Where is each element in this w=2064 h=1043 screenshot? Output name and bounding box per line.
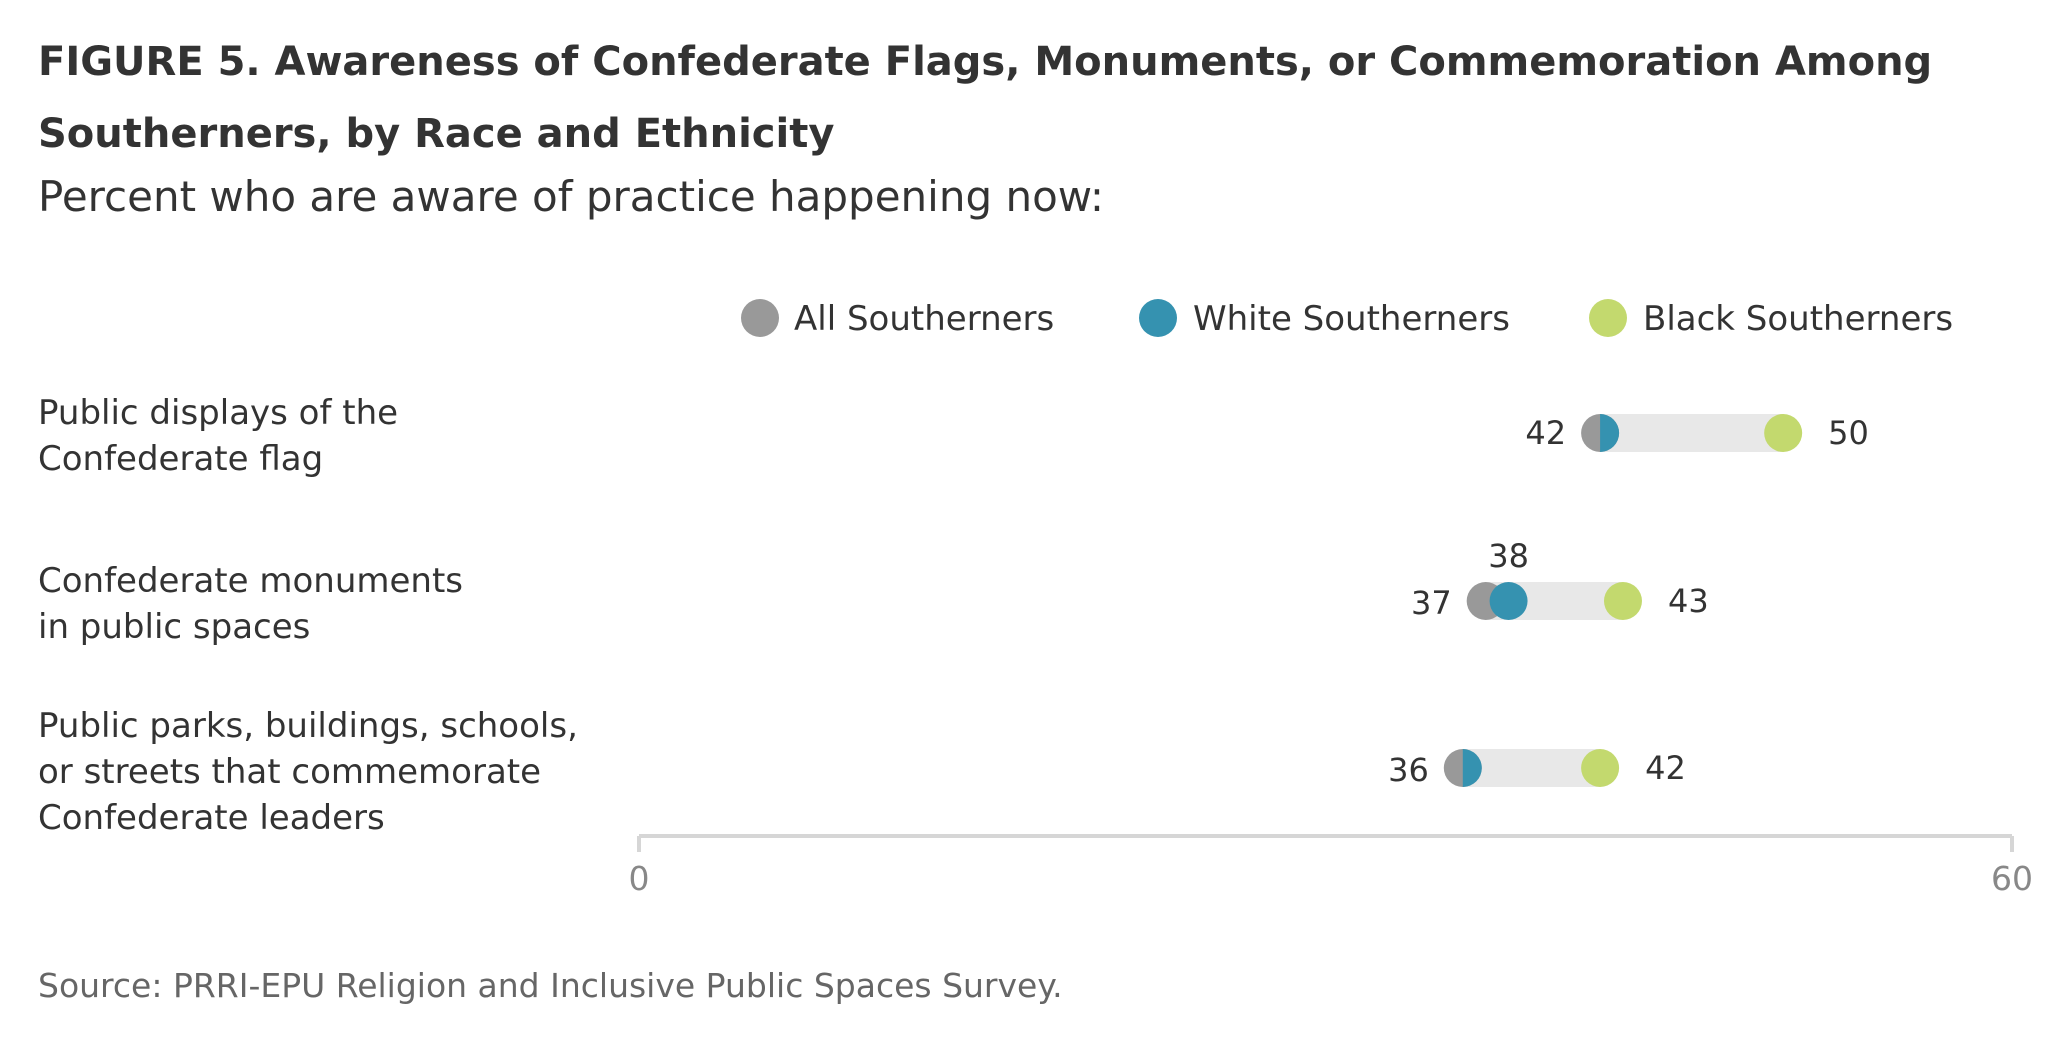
value-label-black: 43 bbox=[1668, 582, 1709, 620]
dot-white-southerners bbox=[1600, 414, 1620, 452]
range-track bbox=[1462, 749, 1601, 787]
category-label-line: Public displays of the bbox=[38, 393, 398, 433]
value-label-all: 36 bbox=[1388, 751, 1429, 789]
legend-swatch-black bbox=[1589, 299, 1627, 337]
legend-swatch-all bbox=[741, 299, 779, 337]
legend-label-black: Black Southerners bbox=[1643, 299, 1953, 339]
legend: All Southerners White Southerners Black So… bbox=[741, 299, 1953, 339]
x-axis: 0 60 bbox=[629, 834, 2033, 898]
category-label-line: or streets that commemorate bbox=[38, 752, 541, 792]
data-row-2: 37 38 43 bbox=[1411, 537, 1709, 622]
legend-item-black: Black Southerners bbox=[1589, 299, 1953, 339]
category-label-3: Public parks, buildings, schools, or stre… bbox=[38, 706, 578, 838]
dot-black-southerners bbox=[1581, 749, 1620, 787]
chart-subtitle: Percent who are aware of practice happen… bbox=[38, 172, 1104, 221]
category-labels: Public displays of the Confederate flag Co… bbox=[38, 393, 578, 838]
legend-label-all: All Southerners bbox=[794, 299, 1054, 339]
x-tick-label: 0 bbox=[629, 859, 650, 898]
category-label-line: Confederate flag bbox=[38, 439, 323, 479]
category-label-line: in public spaces bbox=[38, 607, 310, 647]
category-label-line: Confederate monuments bbox=[38, 561, 463, 601]
data-rows: 42 50 37 38 43 36 42 bbox=[1388, 414, 1869, 789]
range-track bbox=[1600, 414, 1784, 452]
legend-label-white: White Southerners bbox=[1193, 299, 1510, 339]
x-tick-label: 60 bbox=[1991, 859, 2033, 898]
dot-black-southerners bbox=[1764, 414, 1803, 452]
value-label-black: 50 bbox=[1828, 414, 1869, 452]
category-label-1: Public displays of the Confederate flag bbox=[38, 393, 398, 479]
legend-item-white: White Southerners bbox=[1139, 299, 1510, 339]
category-label-line: Confederate leaders bbox=[38, 798, 385, 838]
chart-title: FIGURE 5. Awareness of Confederate Flags… bbox=[38, 39, 1933, 157]
dot-black-southerners bbox=[1603, 582, 1642, 620]
category-label-line: Public parks, buildings, schools, bbox=[38, 706, 578, 746]
value-label-all: 37 bbox=[1411, 584, 1452, 622]
data-row-1: 42 50 bbox=[1525, 414, 1869, 452]
source-note: Source: PRRI-EPU Religion and Inclusive … bbox=[38, 966, 1063, 1005]
value-label-white: 38 bbox=[1488, 537, 1529, 575]
dot-white-southerners bbox=[1462, 749, 1482, 787]
value-label-black: 42 bbox=[1645, 749, 1686, 787]
legend-item-all: All Southerners bbox=[741, 299, 1054, 339]
value-label-white: 42 bbox=[1525, 414, 1566, 452]
dot-white-southerners bbox=[1489, 582, 1528, 620]
category-label-2: Confederate monuments in public spaces bbox=[38, 561, 463, 647]
legend-swatch-white bbox=[1139, 299, 1177, 337]
data-row-3: 36 42 bbox=[1388, 749, 1686, 789]
